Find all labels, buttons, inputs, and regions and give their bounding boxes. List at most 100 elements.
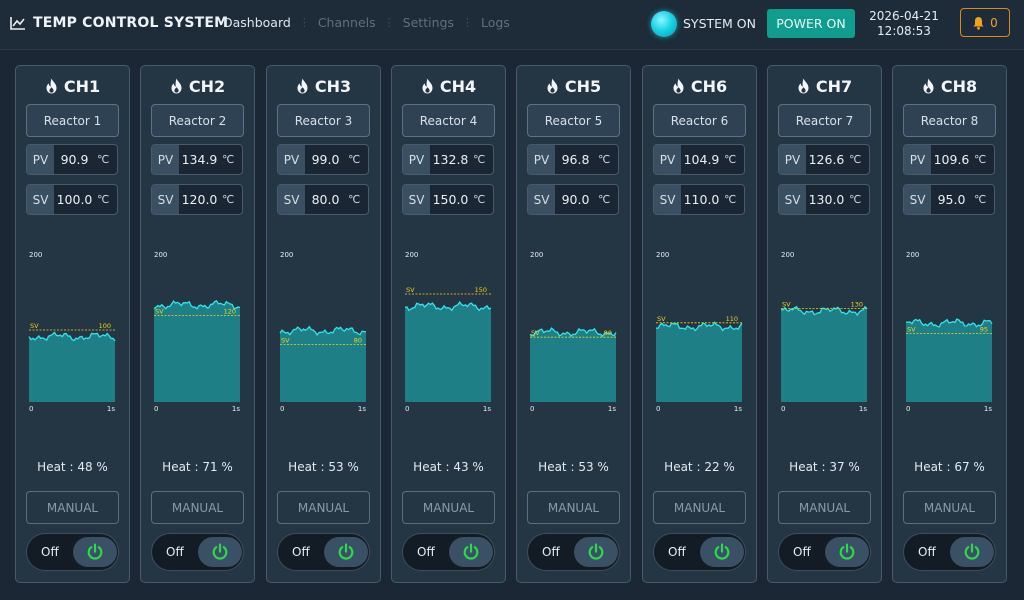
heat-prefix: Heat : [162,460,203,474]
heat-prefix: Heat : [413,460,454,474]
heat-suffix: % [92,460,108,474]
flame-icon [171,78,182,94]
x-min-label: 0 [280,405,284,413]
manual-button[interactable]: MANUAL [903,491,996,524]
sv-value[interactable]: 90.0 [561,192,590,207]
tab-dashboard[interactable]: Dashboard [223,15,291,30]
sv-value[interactable]: 130.0 [808,192,845,207]
trend-area [405,302,491,402]
channel-header: CH8 [893,75,1006,97]
toggle-knob[interactable] [825,537,869,567]
toggle-knob[interactable] [198,537,242,567]
toggle-state-label: Off [292,545,310,559]
toggle-knob[interactable] [449,537,493,567]
reactor-button[interactable]: Reactor 6 [653,104,746,137]
power-toggle[interactable]: Off [26,533,119,571]
x-max-label: 1s [984,405,992,413]
toggle-knob[interactable] [324,537,368,567]
manual-button[interactable]: MANUAL [653,491,746,524]
power-toggle[interactable]: Off [903,533,996,571]
tab-settings[interactable]: Settings [402,15,454,30]
x-max-label: 1s [358,405,366,413]
x-min-label: 0 [656,405,660,413]
sv-field[interactable]: SV 95.0 ℃ [903,184,995,215]
sv-field[interactable]: SV 100.0 ℃ [26,184,118,215]
trend-chart-svg: 200 0 1s SV 90 [529,251,617,413]
toggle-state-label: Off [166,545,184,559]
tab-logs[interactable]: Logs [480,15,510,30]
heat-suffix: % [969,460,985,474]
toggle-knob[interactable] [73,537,117,567]
channel-name: CH6 [690,76,728,96]
sv-field[interactable]: SV 80.0 ℃ [277,184,369,215]
channel-card-ch2: CH2 Reactor 2 PV 134.9 ℃ SV 120.0 ℃ 200 0… [140,65,255,583]
sv-value[interactable]: 95.0 [937,192,966,207]
trend-line [905,318,993,328]
power-on-button[interactable]: POWER ON [767,9,855,38]
manual-button[interactable]: MANUAL [778,491,871,524]
alarm-button[interactable]: 0 [960,8,1010,37]
reactor-button[interactable]: Reactor 7 [778,104,871,137]
heat-readout: Heat : 53 % [517,460,630,474]
manual-button[interactable]: MANUAL [26,491,119,524]
sv-value[interactable]: 150.0 [432,192,469,207]
power-toggle[interactable]: Off [151,533,244,571]
channel-header: CH6 [643,75,756,97]
toggle-state-label: Off [793,545,811,559]
reactor-button[interactable]: Reactor 1 [26,104,119,137]
system-status-led [651,11,677,37]
sv-value[interactable]: 80.0 [311,192,340,207]
tab-channels[interactable]: Channels [317,15,376,30]
trend-area [280,326,366,402]
nav-separator: ⋮ [461,16,473,29]
manual-button[interactable]: MANUAL [402,491,495,524]
flame-icon [923,78,934,94]
power-toggle[interactable]: Off [778,533,871,571]
manual-button[interactable]: MANUAL [151,491,244,524]
sv-field[interactable]: SV 90.0 ℃ [527,184,619,215]
pv-unit: ℃ [473,153,486,166]
sv-unit: ℃ [473,193,486,206]
channel-header: CH3 [267,75,380,97]
manual-button[interactable]: MANUAL [277,491,370,524]
y-max-label: 200 [280,251,293,259]
toggle-knob[interactable] [950,537,994,567]
trend-line [655,321,743,332]
channel-name: CH1 [63,76,101,96]
reactor-button[interactable]: Reactor 5 [527,104,620,137]
reactor-button[interactable]: Reactor 8 [903,104,996,137]
sv-value[interactable]: 110.0 [683,192,720,207]
x-min-label: 0 [405,405,409,413]
power-toggle[interactable]: Off [527,533,620,571]
toggle-knob[interactable] [700,537,744,567]
pv-tag: PV [779,145,806,174]
toggle-knob[interactable] [574,537,618,567]
x-min-label: 0 [29,405,33,413]
reactor-button[interactable]: Reactor 4 [402,104,495,137]
power-toggle[interactable]: Off [653,533,746,571]
app-brand: TEMP CONTROL SYSTEM [10,13,228,33]
x-max-label: 1s [232,405,240,413]
y-max-label: 200 [781,251,794,259]
time-text: 12:08:53 [877,24,931,38]
setpoint-value: 150 [475,286,487,294]
sv-value[interactable]: 120.0 [181,192,218,207]
sv-unit: ℃ [849,193,862,206]
power-toggle[interactable]: Off [277,533,370,571]
sv-field[interactable]: SV 150.0 ℃ [402,184,494,215]
sv-field[interactable]: SV 110.0 ℃ [653,184,745,215]
manual-button[interactable]: MANUAL [527,491,620,524]
sv-value[interactable]: 100.0 [56,192,93,207]
sv-field[interactable]: SV 120.0 ℃ [151,184,243,215]
alarm-count: 0 [990,15,998,30]
heat-suffix: % [468,460,484,474]
reactor-button[interactable]: Reactor 2 [151,104,244,137]
trend-area [530,328,616,402]
reactor-button[interactable]: Reactor 3 [277,104,370,137]
sv-field[interactable]: SV 130.0 ℃ [778,184,870,215]
power-toggle[interactable]: Off [402,533,495,571]
heat-value: 22 [704,460,720,474]
trend-chart-svg: 200 0 1s SV 120 [153,251,240,413]
trend-area [656,322,742,402]
trend-line [404,300,492,312]
